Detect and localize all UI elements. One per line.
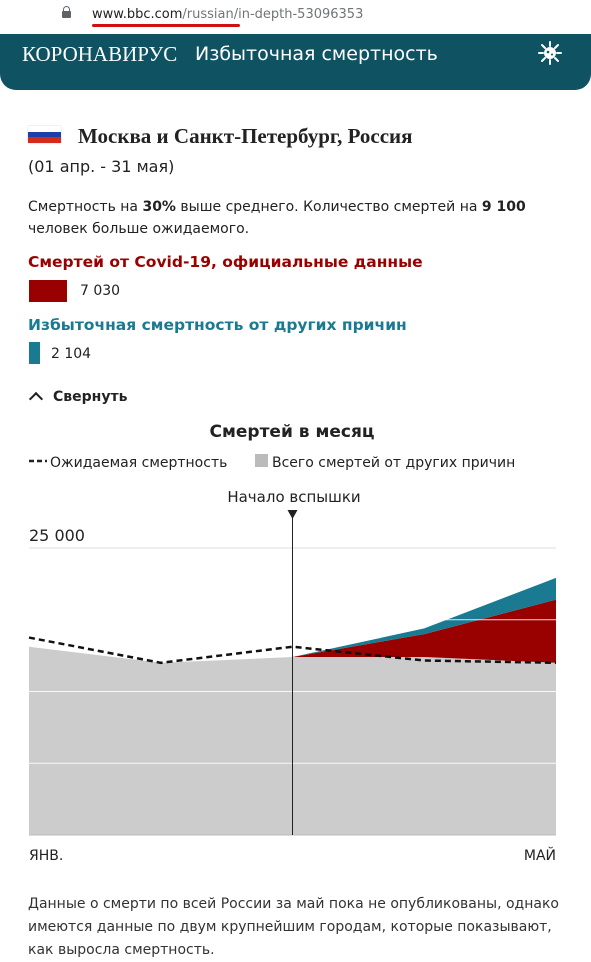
summary-text: Смертность на 30% выше среднего. Количес… (28, 199, 526, 237)
other-causes-value: 2 104 (51, 346, 92, 362)
collapse-button[interactable]: Свернуть (28, 388, 127, 408)
x-tick-label: ЯНВ. (29, 848, 63, 864)
other-excess-area (29, 577, 556, 663)
russia-flag-icon (28, 126, 61, 143)
covid-deaths-area (29, 599, 556, 663)
other-causes-swatch (29, 342, 40, 364)
banner-title: Избыточная смертность (195, 43, 438, 65)
lock-icon (62, 6, 71, 18)
browser-address-bar[interactable]: www.bbc.com/russian/in-depth-53096353 (0, 0, 591, 34)
excess-deaths-count: 9 100 (481, 199, 526, 215)
period-label: (01 апр. - 31 мая) (28, 157, 175, 176)
plot-area: 25 000 ЯНВ. МАЙ (28, 510, 557, 864)
excess-percent: 30% (142, 199, 176, 215)
expected-deaths-line (28, 636, 557, 665)
chart-title: Смертей в месяц (210, 422, 375, 442)
y-tick-label: 25 000 (29, 526, 85, 545)
footnote-text: Данные о смерти по всей России за май по… (28, 896, 559, 958)
legend-gray-symbol (255, 454, 268, 467)
url-underline-annotation (92, 24, 240, 27)
legend-expected: Ожидаемая смертность (50, 455, 227, 471)
banner-section-label: КОРОНАВИРУС (22, 42, 178, 66)
outbreak-marker-arrow (287, 510, 298, 519)
covid-deaths-value: 7 030 (80, 283, 121, 299)
section-banner: КОРОНАВИРУС Избыточная смертность (0, 34, 591, 90)
legend-other-deaths: Всего смертей от других причин (272, 455, 515, 471)
outbreak-annotation: Начало вспышки (227, 488, 360, 506)
deaths-per-month-chart: Смертей в месяц Ожидаемая смертность Все… (28, 422, 557, 864)
x-tick-label: МАЙ (524, 846, 556, 864)
covid-deaths-title: Смертей от Covid-19, официальные данные (28, 253, 423, 271)
covid-deaths-swatch (29, 280, 67, 302)
chevron-up-icon (28, 391, 44, 407)
other-causes-title: Избыточная смертность от других причин (28, 316, 407, 334)
region-title: Москва и Санкт-Петербург, Россия (78, 124, 413, 148)
coronavirus-icon (538, 41, 562, 65)
url-text[interactable]: www.bbc.com/russian/in-depth-53096353 (92, 7, 364, 22)
